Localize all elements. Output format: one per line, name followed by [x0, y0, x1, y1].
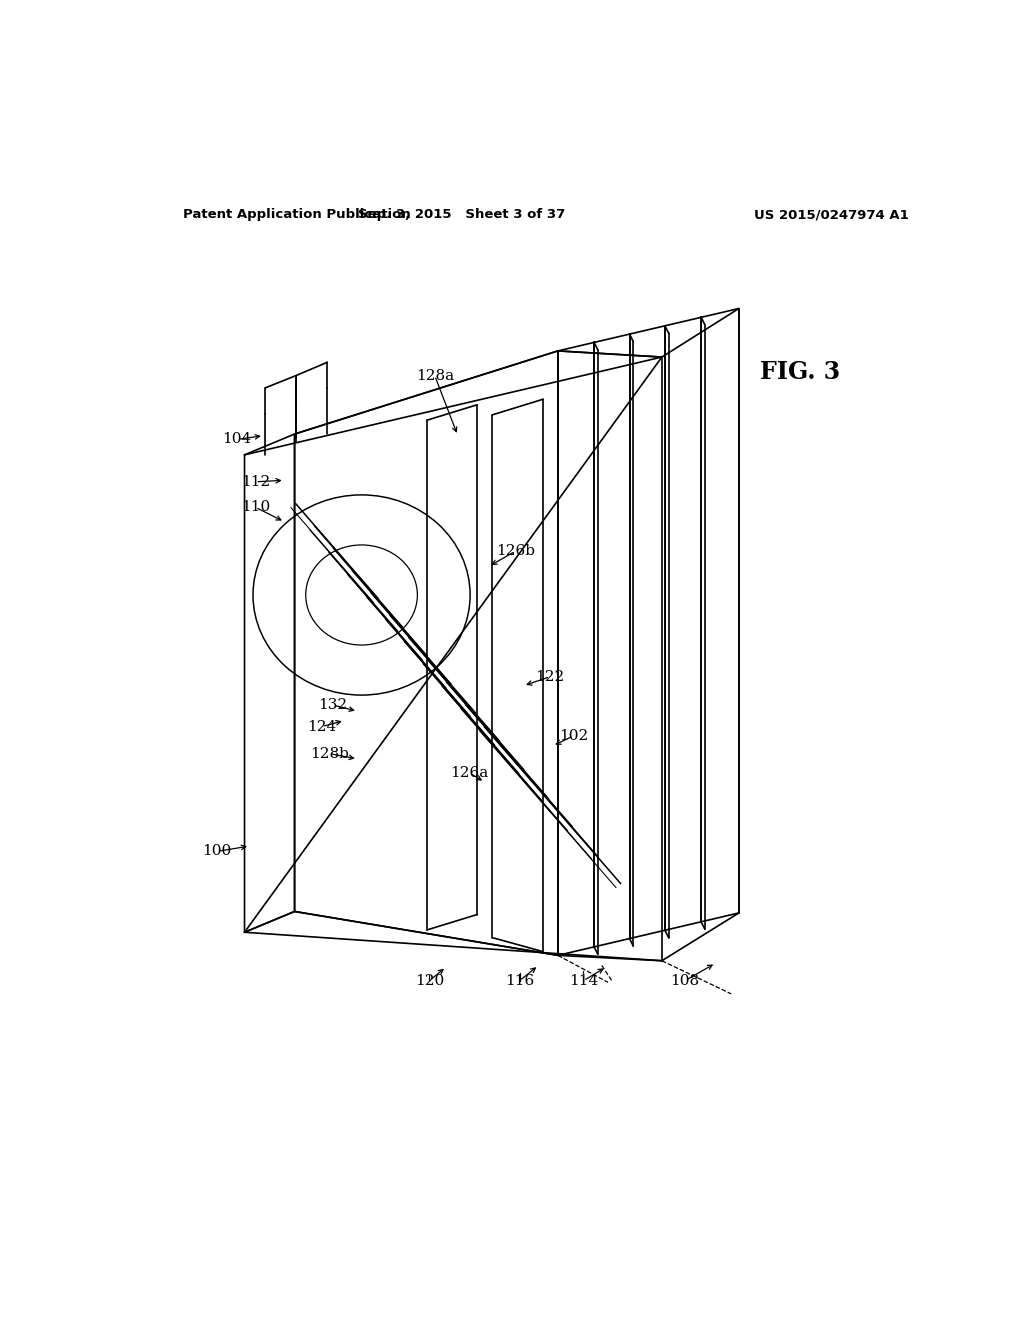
Text: 110: 110	[241, 500, 270, 515]
Text: 126b: 126b	[496, 544, 536, 558]
Text: 104: 104	[222, 433, 252, 446]
Text: Patent Application Publication: Patent Application Publication	[183, 209, 411, 222]
Text: 108: 108	[671, 974, 699, 987]
Text: US 2015/0247974 A1: US 2015/0247974 A1	[754, 209, 908, 222]
Text: 114: 114	[568, 974, 598, 987]
Text: 128b: 128b	[310, 747, 348, 760]
Text: 132: 132	[318, 698, 347, 711]
Text: 102: 102	[559, 729, 588, 743]
Text: FIG. 3: FIG. 3	[761, 360, 841, 384]
Text: Sep. 3, 2015   Sheet 3 of 37: Sep. 3, 2015 Sheet 3 of 37	[358, 209, 565, 222]
Text: 122: 122	[536, 669, 565, 684]
Text: 100: 100	[202, 845, 231, 858]
Text: 116: 116	[505, 974, 535, 987]
Text: 124: 124	[307, 719, 336, 734]
Text: 126a: 126a	[451, 766, 488, 780]
Text: 120: 120	[415, 974, 444, 987]
Text: 128a: 128a	[416, 368, 454, 383]
Text: 112: 112	[241, 475, 270, 488]
